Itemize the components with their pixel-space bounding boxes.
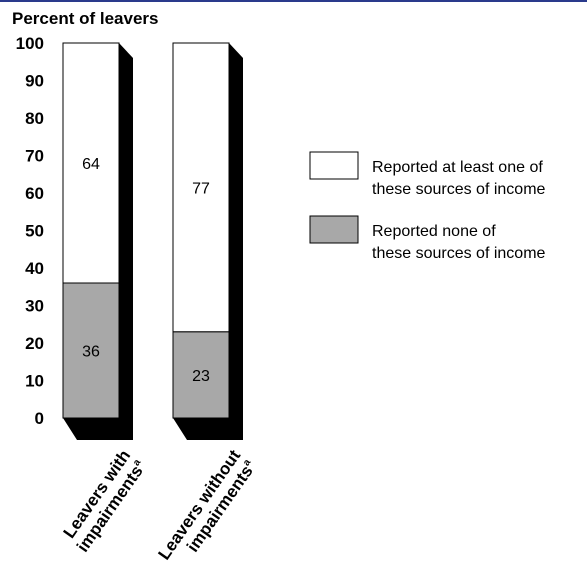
y-tick-label: 10 bbox=[25, 372, 44, 391]
y-tick-label: 30 bbox=[25, 297, 44, 316]
top-rule bbox=[0, 0, 587, 2]
footnote-marker: a bbox=[131, 457, 143, 468]
bar-segment bbox=[62, 42, 120, 284]
bar-value-label: 23 bbox=[192, 368, 210, 385]
legend: Reported at least one of these sources of… bbox=[309, 151, 546, 262]
bar-segment bbox=[172, 42, 230, 333]
bar-value-label: 64 bbox=[82, 156, 100, 173]
legend-label: these sources of income bbox=[372, 245, 546, 262]
y-tick-label: 40 bbox=[25, 259, 44, 278]
footnote-marker: a bbox=[241, 457, 253, 468]
bar-value-label: 77 bbox=[192, 180, 210, 197]
legend-label: Reported none of bbox=[372, 223, 496, 240]
y-tick-label: 70 bbox=[25, 147, 44, 166]
y-tick-label: 90 bbox=[25, 72, 44, 91]
y-tick-label: 100 bbox=[16, 34, 44, 53]
y-axis-ticks: 0 10 20 30 40 50 60 70 80 90 100 bbox=[16, 34, 44, 428]
bar-value-label: 36 bbox=[82, 344, 100, 361]
bars: 36 64 23 77 bbox=[62, 42, 243, 440]
y-axis-title: Percent of leavers bbox=[12, 9, 158, 28]
bar-group: 23 77 bbox=[172, 42, 243, 440]
bar-segment bbox=[172, 331, 230, 419]
bar-group: 36 64 bbox=[62, 42, 133, 440]
y-tick-label: 60 bbox=[25, 184, 44, 203]
y-tick-label: 50 bbox=[25, 222, 44, 241]
y-tick-label: 20 bbox=[25, 334, 44, 353]
y-tick-label: 0 bbox=[35, 409, 44, 428]
legend-label: these sources of income bbox=[372, 181, 546, 198]
y-tick-label: 80 bbox=[25, 109, 44, 128]
legend-swatch bbox=[309, 151, 359, 180]
legend-swatch bbox=[309, 215, 359, 244]
legend-label: Reported at least one of bbox=[372, 159, 543, 176]
